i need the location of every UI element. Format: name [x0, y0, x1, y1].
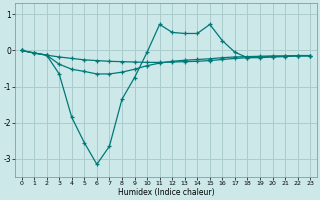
X-axis label: Humidex (Indice chaleur): Humidex (Indice chaleur) [117, 188, 214, 197]
